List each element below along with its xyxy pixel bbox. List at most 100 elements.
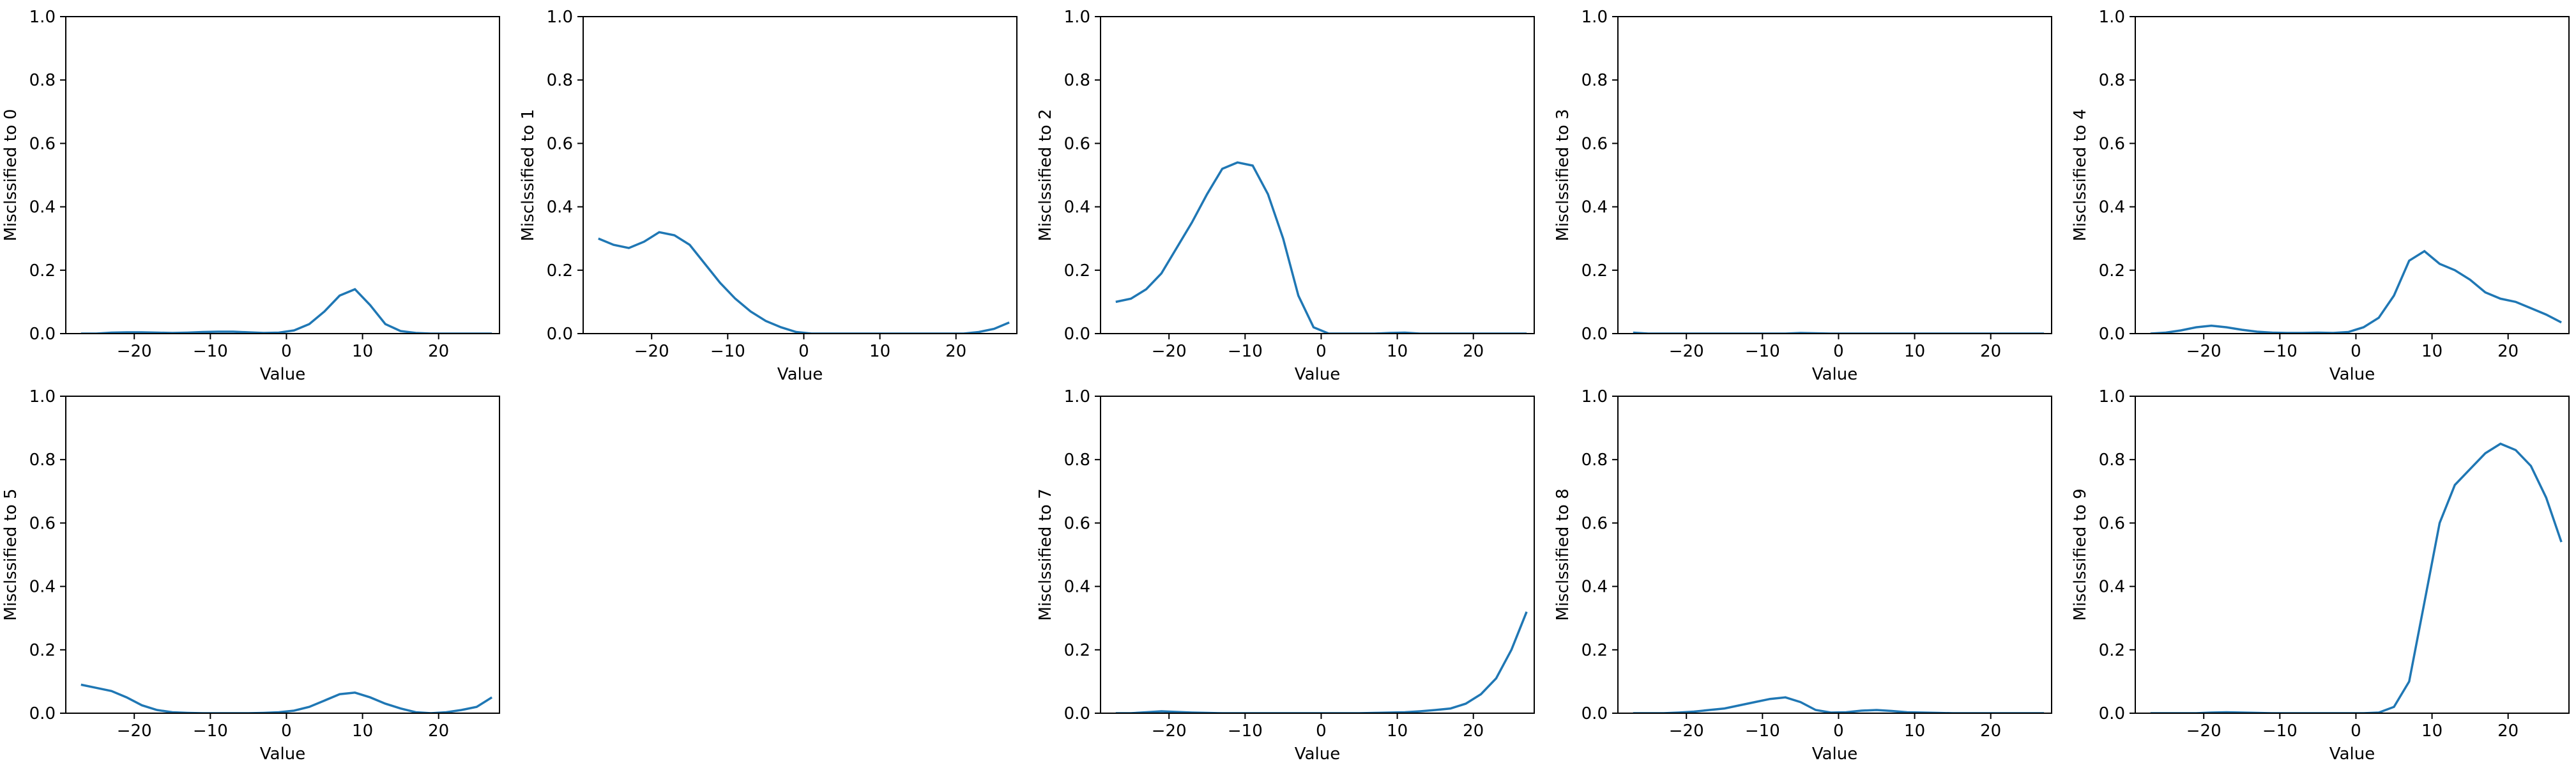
y-tick-label: 0.6 (1581, 134, 1608, 153)
data-line (1633, 696, 2045, 713)
subplot: −20 −10 0 10 20 0.0 0.2 0.4 0.6 0.8 1.0 Value Miscls… (519, 8, 1017, 384)
y-tick-label: 0.4 (2099, 198, 2125, 217)
subplot: −20 −10 0 10 20 0.0 0.2 0.4 0.6 0.8 1.0 Value Miscls… (2071, 8, 2570, 384)
axes-frame (1617, 16, 2052, 334)
y-tick-label: 0.2 (29, 261, 56, 281)
data-line (2150, 249, 2562, 334)
x-tick-label: 10 (2421, 722, 2443, 741)
y-tick-label: 0.4 (1581, 578, 1608, 597)
x-tick-label: 0 (1316, 722, 1327, 741)
x-axis-label: Value (1812, 745, 1857, 764)
y-tick-label: 1.0 (1581, 387, 1608, 406)
y-tick-label: 0.0 (2099, 325, 2125, 344)
y-tick-label: 0.4 (29, 198, 56, 217)
y-tick-label: 0.6 (547, 134, 573, 153)
y-tick-label: 0.4 (1064, 198, 1090, 217)
y-tick-label: 0.4 (2099, 578, 2125, 597)
y-tick-label: 0.0 (2099, 704, 2125, 723)
axes-frame (583, 16, 1017, 334)
x-tick-label: 20 (428, 342, 449, 361)
x-tick-label: 10 (352, 722, 373, 741)
x-tick-label: 0 (2351, 722, 2361, 741)
y-tick-label: 0.6 (1581, 514, 1608, 533)
subplot: −20 −10 0 10 20 0.0 0.2 0.4 0.6 0.8 1.0 Value Miscls… (1, 387, 500, 764)
axes-frame (1617, 396, 2052, 714)
subplot: −20 −10 0 10 20 0.0 0.2 0.4 0.6 0.8 1.0 Value Miscls… (1553, 8, 2052, 384)
x-axis-label: Value (777, 365, 823, 384)
subplot: −20 −10 0 10 20 0.0 0.2 0.4 0.6 0.8 1.0 Value Miscls… (1, 8, 500, 384)
x-tick-label: 0 (1316, 342, 1327, 361)
y-tick-label: 0.2 (1581, 261, 1608, 281)
x-tick-label: −10 (1228, 722, 1263, 741)
x-tick-label: −20 (634, 342, 669, 361)
y-tick-label: 1.0 (1581, 8, 1608, 27)
y-tick-label: 0.2 (1064, 641, 1090, 660)
y-tick-label: 0.8 (2099, 71, 2125, 90)
y-tick-label: 0.6 (29, 514, 56, 533)
x-axis-label: Value (2329, 365, 2375, 384)
x-tick-label: −20 (1669, 342, 1704, 361)
x-tick-label: 0 (798, 342, 809, 361)
y-tick-label: 0.0 (29, 325, 56, 344)
y-tick-label: 1.0 (1064, 8, 1090, 27)
x-tick-label: 0 (1833, 342, 1844, 361)
data-line (80, 288, 492, 334)
y-axis-label: Misclssified to 3 (1553, 109, 1573, 241)
y-tick-label: 0.0 (1064, 704, 1090, 723)
y-axis-label: Misclssified to 1 (519, 109, 538, 241)
x-axis-label: Value (260, 365, 305, 384)
x-tick-label: 10 (869, 342, 890, 361)
y-tick-label: 1.0 (2099, 387, 2125, 406)
axes-frame (1100, 396, 1535, 714)
data-line (1115, 161, 1527, 334)
y-axis-label: Misclssified to 4 (2071, 109, 2090, 241)
y-tick-label: 1.0 (547, 8, 573, 27)
y-tick-label: 0.8 (547, 71, 573, 90)
y-tick-label: 0.0 (547, 325, 573, 344)
x-tick-label: 20 (428, 722, 449, 741)
data-line (2150, 442, 2563, 713)
x-tick-label: −20 (2186, 722, 2222, 741)
y-tick-label: 0.2 (1064, 261, 1090, 281)
x-axis-label: Value (1812, 365, 1857, 384)
data-line (80, 683, 493, 713)
x-tick-label: 10 (1904, 722, 1925, 741)
axes-frame (65, 396, 500, 714)
y-tick-label: 0.4 (1064, 578, 1090, 597)
x-tick-label: −20 (117, 342, 152, 361)
subplot: −20 −10 0 10 20 0.0 0.2 0.4 0.6 0.8 1.0 Value Miscls… (1036, 387, 1535, 764)
x-tick-label: 0 (281, 342, 292, 361)
y-tick-label: 0.6 (29, 134, 56, 153)
y-tick-label: 0.4 (547, 198, 573, 217)
x-axis-label: Value (1295, 365, 1340, 384)
y-tick-label: 1.0 (1064, 387, 1090, 406)
x-tick-label: −10 (1745, 722, 1780, 741)
x-tick-label: 20 (1463, 342, 1484, 361)
y-tick-label: 0.8 (29, 451, 56, 470)
x-tick-label: 20 (1980, 722, 2001, 741)
x-tick-label: −10 (193, 342, 228, 361)
y-tick-label: 0.6 (1064, 134, 1090, 153)
x-tick-label: 0 (1833, 722, 1844, 741)
x-tick-label: 10 (352, 342, 373, 361)
x-axis-label: Value (2329, 745, 2375, 764)
y-tick-label: 0.0 (1581, 704, 1608, 723)
y-tick-label: 0.0 (29, 704, 56, 723)
y-tick-label: 0.8 (1581, 451, 1608, 470)
axes-frame (2135, 396, 2570, 714)
subplot: −20 −10 0 10 20 0.0 0.2 0.4 0.6 0.8 1.0 Value Miscls… (1553, 387, 2052, 764)
x-tick-label: 20 (2497, 342, 2519, 361)
x-tick-label: −10 (2262, 722, 2298, 741)
x-tick-label: 10 (2421, 342, 2443, 361)
x-tick-label: −20 (1152, 342, 1187, 361)
y-tick-label: 0.8 (1064, 71, 1090, 90)
x-axis-label: Value (260, 745, 305, 764)
axes-frame (65, 16, 500, 334)
data-line (598, 231, 1010, 334)
x-tick-label: 0 (281, 722, 292, 741)
y-tick-label: 0.2 (29, 641, 56, 660)
data-line (1115, 611, 1528, 713)
x-tick-label: −10 (1228, 342, 1263, 361)
y-axis-label: Misclssified to 2 (1036, 109, 1055, 241)
